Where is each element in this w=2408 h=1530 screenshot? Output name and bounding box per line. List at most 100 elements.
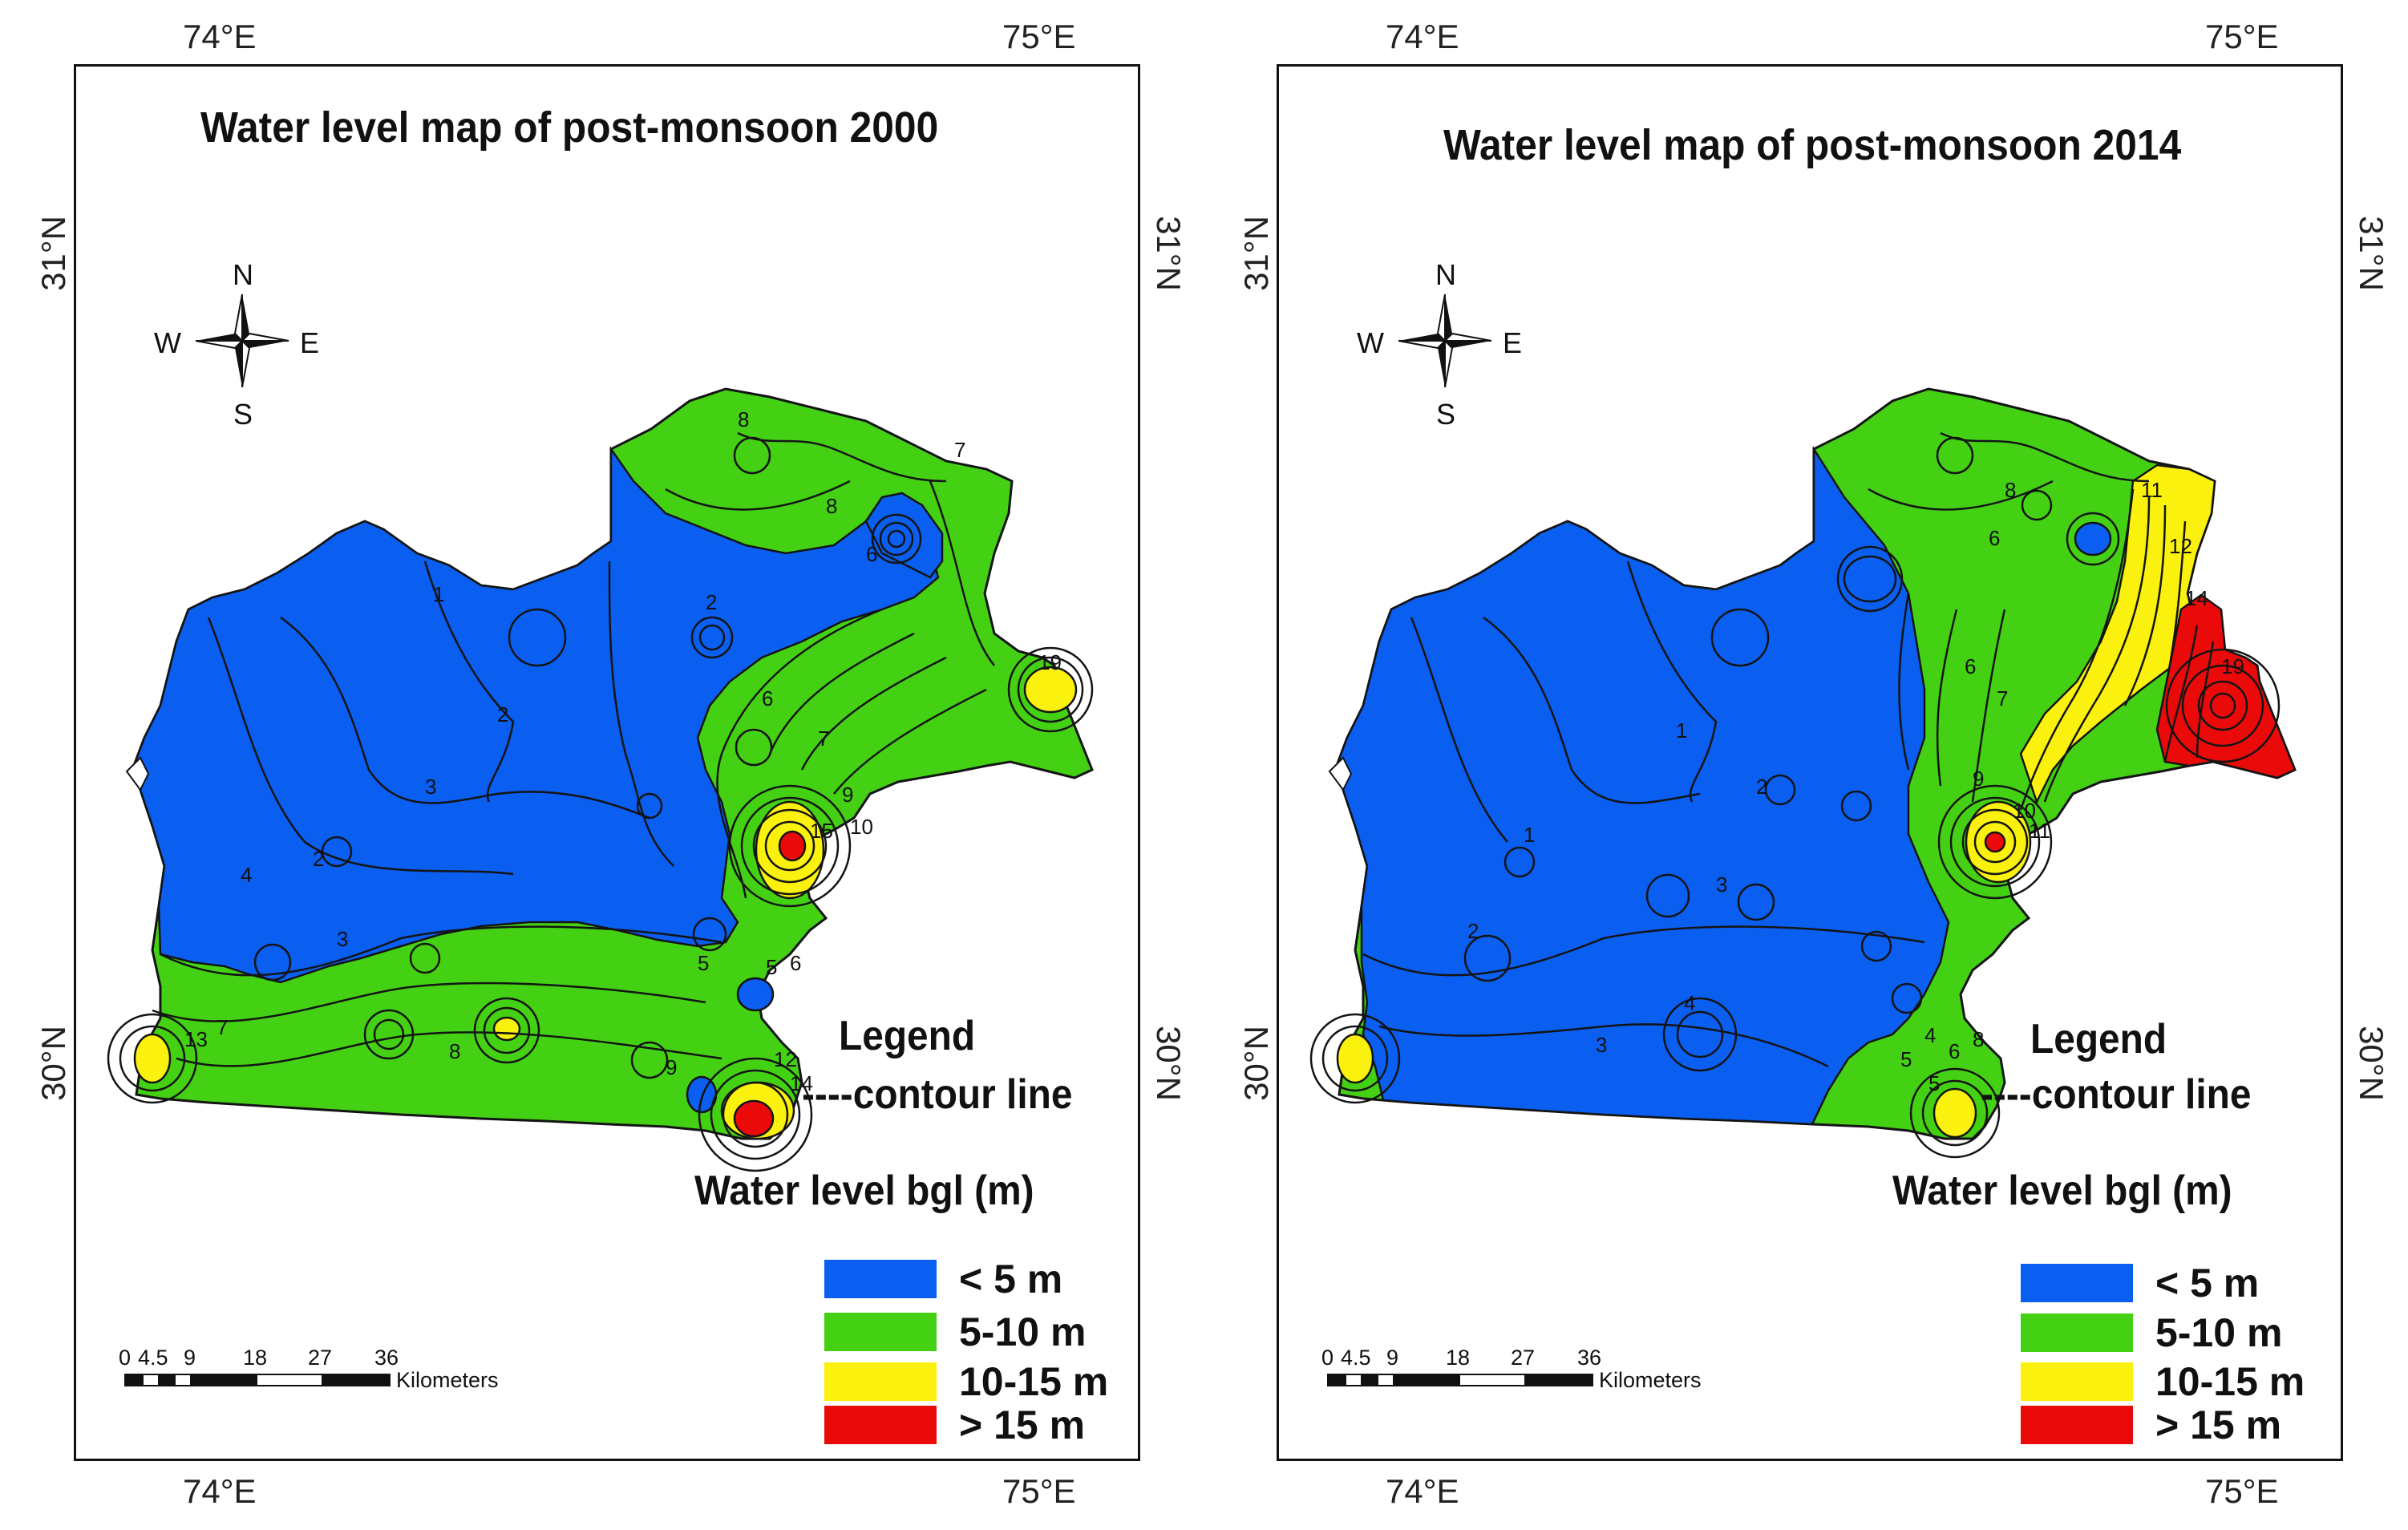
contour-label: 10 (850, 815, 873, 839)
contour-label: 15 (810, 819, 833, 843)
contour-lines (107, 431, 1094, 1172)
contour-label: 7 (818, 727, 829, 751)
legend-item-lt5: < 5 m (824, 1257, 1063, 1301)
legend-contour-label: ----contour line (1981, 1071, 2252, 1118)
region-lt5-n-patch2 (2074, 521, 2112, 557)
contour-label: 4 (1684, 991, 1695, 1015)
legend-swatch (824, 1313, 937, 1351)
contour-label: 6 (1949, 1039, 1960, 1063)
contour-label: 11 (2141, 478, 2163, 502)
contour-label: 3 (1716, 872, 1727, 897)
contour-label-group: 8 7 8 6 2 1 2 3 4 3 2 5 6 7 9 10 15 19 5… (184, 407, 1062, 1095)
contour-label-group: 8 6 11 12 14 19 1 2 3 4 3 2 1 5 6 7 9 10… (1467, 478, 2244, 1095)
scale-tick: 4.5 (1341, 1346, 1371, 1370)
scale-tick: 0 (119, 1346, 132, 1370)
lon-label-bottom-right: 75°E (2205, 1472, 2279, 1510)
contour-label: 2 (497, 702, 508, 727)
region-10to15-se (1932, 1087, 1977, 1139)
contour-label: 4 (1924, 1023, 1936, 1047)
legend-swatch (2021, 1362, 2133, 1401)
contour-label: 12 (774, 1047, 797, 1071)
scale-tick: 36 (1577, 1346, 1602, 1370)
legend-label: 10-15 m (959, 1359, 1109, 1404)
region-lt5-zone (1334, 445, 1950, 1126)
contour-label: 3 (337, 927, 348, 951)
region-10to15-south (492, 1016, 521, 1042)
contour-label: 2 (1467, 919, 1479, 943)
map-title: Water level map of post-monsoon 2014 (1443, 121, 2182, 169)
contour-label: 8 (2005, 478, 2016, 502)
scale-unit: Kilometers (1599, 1368, 1702, 1392)
lon-label-top-right: 75°E (2205, 18, 2279, 55)
north-arrow-icon (195, 293, 289, 388)
lon-label-bottom-left: 74°E (183, 1472, 257, 1510)
legend-swatch (2021, 1406, 2133, 1444)
contour-label: 6 (1989, 526, 2000, 550)
contour-label: 7 (954, 438, 965, 462)
legend-item-10to15: 10-15 m (824, 1359, 1108, 1404)
contour-label: 2 (706, 590, 717, 614)
contour-label: 19 (2221, 654, 2244, 678)
compass-n: N (1435, 258, 1456, 291)
contour-label: 6 (762, 686, 773, 710)
legend-label: < 5 m (959, 1257, 1063, 1301)
contour-label: 14 (2185, 586, 2208, 610)
region-gt15-mid (1984, 831, 2006, 853)
contour-label: 5 (1928, 1071, 1940, 1095)
contour-label: 13 (184, 1027, 208, 1051)
north-arrow-icon (1398, 293, 1492, 388)
region-nodata-notch (125, 756, 150, 791)
legend-classes-title: Water level bgl (m) (694, 1168, 1034, 1214)
region-gt15-ne (2155, 593, 2297, 779)
legend-label: > 15 m (959, 1402, 1086, 1447)
legend-item-lt5: < 5 m (2021, 1261, 2260, 1305)
contour-label: 5 (766, 955, 777, 979)
contour-label: 8 (449, 1039, 460, 1063)
lon-label-bottom-left: 74°E (1386, 1472, 1459, 1510)
region-nodata-notch (1328, 756, 1353, 791)
contour-label: 7 (1997, 686, 2008, 710)
contour-label: 6 (790, 951, 801, 975)
water-level-map-2000: 8 7 8 6 2 1 2 3 4 3 2 5 6 7 9 10 15 19 5… (107, 293, 1094, 1386)
compass-w: W (1357, 326, 1384, 359)
region-lt5-se-patch (736, 977, 775, 1012)
contour-label: 19 (1038, 650, 1062, 674)
region-10to15-east (1023, 666, 1078, 714)
legend-label: < 5 m (2155, 1261, 2260, 1305)
lon-label-top-left: 74°E (1386, 18, 1459, 55)
contour-label: 4 (241, 863, 252, 887)
region-lt5-zone (131, 446, 940, 984)
scale-tick: 36 (374, 1346, 399, 1370)
contour-label: 5 (698, 951, 709, 975)
map-title: Water level map of post-monsoon 2000 (200, 103, 939, 152)
legend-swatch (824, 1406, 937, 1444)
legend-item-gt15: > 15 m (824, 1402, 1086, 1447)
compass-e: E (300, 326, 320, 359)
contour-lines (1309, 431, 2281, 1159)
contour-label: 3 (1596, 1033, 1607, 1057)
legend-item-5to10: 5-10 m (2021, 1310, 2282, 1355)
map-panel-2014: 74°E 75°E 74°E 75°E 31°N 30°N 31°N 30°N … (1203, 0, 2408, 1530)
legend-label: 10-15 m (2155, 1359, 2305, 1404)
legend-swatch (824, 1362, 937, 1401)
region-10to15-ne (2019, 463, 2216, 805)
region-gt15-se (733, 1099, 775, 1138)
lon-label-top-left: 74°E (183, 18, 257, 55)
lon-label-top-right: 75°E (1002, 18, 1076, 55)
scale-unit: Kilometers (396, 1368, 499, 1392)
legend-label: 5-10 m (2155, 1310, 2283, 1355)
contour-label: 6 (866, 542, 877, 566)
legend-contour-label: ----contour line (802, 1071, 1073, 1118)
legend-swatch (2021, 1313, 2133, 1352)
compass-n: N (233, 258, 253, 291)
legend-label: > 15 m (2155, 1402, 2282, 1447)
contour-label: 3 (425, 775, 436, 799)
contour-label: 1 (433, 582, 444, 606)
scale-bar-icon (124, 1374, 391, 1386)
compass-e: E (1503, 326, 1523, 359)
legend-swatch (2021, 1264, 2133, 1302)
contour-label: 7 (217, 1015, 228, 1039)
compass-w: W (154, 326, 181, 359)
scale-bar-icon (1327, 1374, 1593, 1386)
region-gt15-mid (778, 830, 807, 862)
